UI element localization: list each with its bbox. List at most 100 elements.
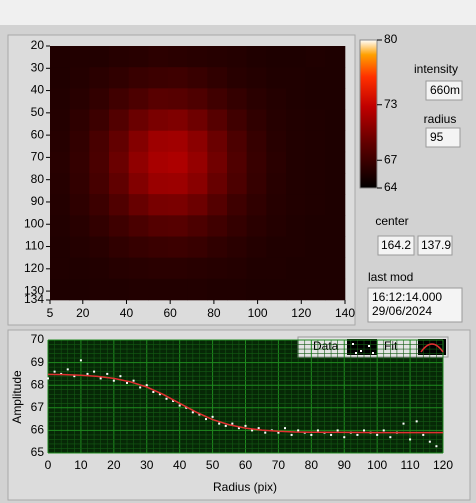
x-tick-label: 30 [140, 458, 154, 472]
legend-line [420, 343, 444, 353]
heatmap-cell [187, 215, 208, 237]
heatmap-cell [325, 194, 346, 216]
heatmap-cell [305, 173, 326, 195]
heatmap-cell [325, 278, 346, 301]
y-tick-label: 40 [31, 83, 45, 97]
heatmap-cell [128, 151, 149, 174]
y-tick-label: 50 [31, 105, 45, 119]
heatmap-cell [266, 278, 287, 301]
heatmap-cell [246, 194, 267, 216]
heatmap-cell [286, 109, 306, 131]
heatmap-cell [207, 130, 228, 153]
heatmap-cell [305, 194, 326, 216]
y-tick-label: 130 [24, 283, 44, 297]
heatmap-cell [286, 130, 306, 153]
heatmap-cell [109, 173, 129, 195]
heatmap-cell [69, 215, 90, 237]
control-label: center [375, 214, 408, 228]
heatmap-cell [69, 151, 90, 174]
heatmap-cell [207, 88, 228, 110]
x-tick-label: 100 [367, 458, 387, 472]
control-label: radius [424, 112, 457, 126]
y-tick-label: 66 [31, 423, 45, 437]
heatmap-cell [325, 46, 346, 68]
data-point [145, 384, 148, 387]
heatmap-cell [128, 173, 149, 195]
heatmap-cell [168, 215, 188, 237]
x-tick-label: 50 [206, 458, 220, 472]
heatmap-cell [128, 194, 149, 216]
indicator-value: 137.9 [421, 238, 451, 252]
heatmap-cell [305, 257, 326, 280]
heatmap-cell [227, 109, 247, 131]
heatmap-cell [187, 46, 208, 68]
heatmap-cell [246, 215, 267, 237]
legend-dot [355, 352, 357, 354]
heatmap-cell [89, 278, 110, 301]
y-axis-label: Amplitude [10, 370, 24, 424]
x-tick-label: 80 [305, 458, 319, 472]
data-point [158, 393, 161, 396]
heatmap-cell [227, 151, 247, 174]
heatmap-cell [89, 236, 110, 258]
heatmap-cell [168, 67, 188, 89]
x-tick-label: 90 [338, 458, 352, 472]
heatmap-cell [50, 257, 70, 280]
data-point [382, 429, 385, 432]
heatmap-cell [148, 194, 169, 216]
indicator-value: 660m [430, 83, 460, 97]
heatmap-cell [305, 151, 326, 174]
heatmap-cell [246, 278, 267, 301]
heatmap-cell [89, 257, 110, 280]
heatmap-cell [266, 109, 287, 131]
heatmap-cell [187, 194, 208, 216]
heatmap-cell [305, 278, 326, 301]
heatmap-cell [266, 194, 287, 216]
data-point [435, 445, 438, 448]
heatmap-cell [50, 67, 70, 89]
legend-dot [360, 350, 362, 352]
heatmap-cell [89, 173, 110, 195]
y-tick-label: 68 [31, 377, 45, 391]
heatmap-cell [69, 257, 90, 280]
heatmap-cell [168, 109, 188, 131]
data-point [139, 386, 142, 389]
heatmap-cell [266, 236, 287, 258]
heatmap-cell [109, 130, 129, 153]
data-point [172, 400, 175, 403]
heatmap-cell [266, 46, 287, 68]
heatmap-cell [266, 130, 287, 153]
heatmap-cell [246, 173, 267, 195]
heatmap-cell [246, 151, 267, 174]
data-point [376, 433, 379, 436]
colorbar-tick-label: 80 [384, 32, 398, 46]
heatmap-cell [50, 46, 70, 68]
heatmap-cell [128, 236, 149, 258]
heatmap-cell [89, 215, 110, 237]
heatmap-cell [69, 67, 90, 89]
y-tick-label: 80 [31, 172, 45, 186]
heatmap-cell [128, 109, 149, 131]
colorbar [359, 39, 378, 189]
legend-dot [352, 343, 354, 345]
heatmap-cell [187, 67, 208, 89]
heatmap-cell [50, 194, 70, 216]
heatmap-cell [168, 46, 188, 68]
fit-line [47, 373, 443, 434]
heatmap-cell [187, 173, 208, 195]
indicator-value: 29/06/2024 [372, 304, 432, 318]
heatmap-cell [69, 46, 90, 68]
legend-label: Fit [384, 339, 398, 353]
heatmap-cell [187, 88, 208, 110]
indicator [425, 127, 461, 148]
heatmap-cell [227, 236, 247, 258]
heatmap-cell [89, 194, 110, 216]
heatmap-cell [148, 151, 169, 174]
heatmap-cell [168, 88, 188, 110]
heatmap-cell [246, 46, 267, 68]
x-tick-label: 20 [76, 306, 90, 320]
heatmap-cell [187, 151, 208, 174]
heatmap-cell [227, 194, 247, 216]
heatmap-cell [207, 109, 228, 131]
